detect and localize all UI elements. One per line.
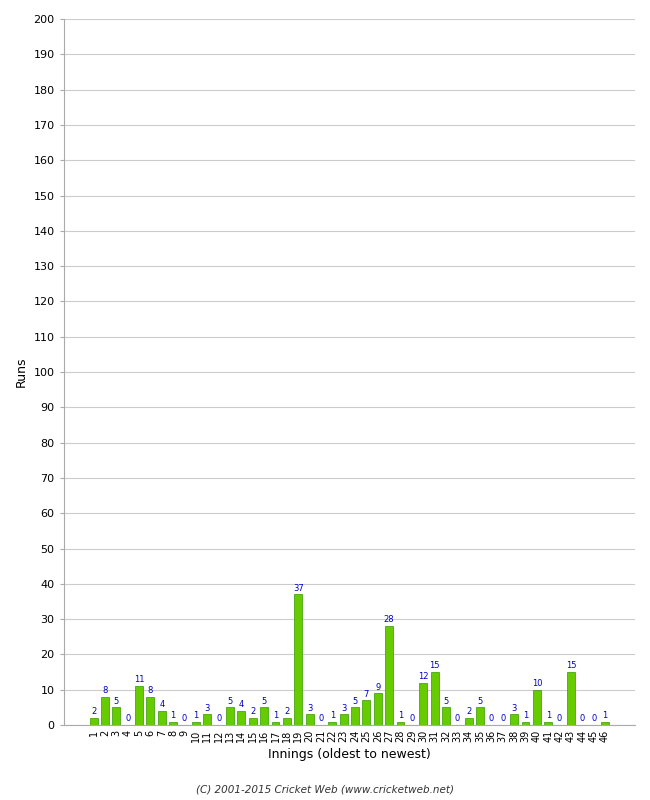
Bar <box>442 707 450 725</box>
Text: 0: 0 <box>182 714 187 723</box>
Text: 4: 4 <box>159 700 164 709</box>
Bar <box>192 722 200 725</box>
Bar <box>306 714 313 725</box>
Bar <box>396 722 404 725</box>
Text: 10: 10 <box>532 679 542 688</box>
Bar <box>90 718 97 725</box>
Text: 5: 5 <box>352 697 358 706</box>
Text: 4: 4 <box>239 700 244 709</box>
Bar <box>112 707 120 725</box>
Text: 2: 2 <box>91 707 96 716</box>
Text: 0: 0 <box>591 714 596 723</box>
Text: 1: 1 <box>523 710 528 720</box>
Bar <box>544 722 552 725</box>
Bar <box>385 626 393 725</box>
X-axis label: Innings (oldest to newest): Innings (oldest to newest) <box>268 748 431 761</box>
Bar <box>521 722 530 725</box>
Bar <box>146 697 155 725</box>
Text: 1: 1 <box>193 710 198 720</box>
Text: 1: 1 <box>273 710 278 720</box>
Text: 1: 1 <box>330 710 335 720</box>
Bar <box>328 722 336 725</box>
Text: 12: 12 <box>418 672 428 681</box>
Text: 5: 5 <box>443 697 448 706</box>
Bar <box>340 714 348 725</box>
Text: 37: 37 <box>293 584 304 593</box>
Bar <box>430 672 439 725</box>
Text: 7: 7 <box>364 690 369 698</box>
Text: 5: 5 <box>477 697 483 706</box>
Bar <box>533 690 541 725</box>
Bar <box>237 711 245 725</box>
Text: 11: 11 <box>134 675 144 685</box>
Bar <box>226 707 234 725</box>
Text: 0: 0 <box>580 714 585 723</box>
Text: 1: 1 <box>170 710 176 720</box>
Bar <box>203 714 211 725</box>
Text: 15: 15 <box>566 662 576 670</box>
Bar <box>363 700 370 725</box>
Bar <box>351 707 359 725</box>
Text: 2: 2 <box>466 707 471 716</box>
Bar <box>374 694 382 725</box>
Text: 0: 0 <box>125 714 131 723</box>
Bar <box>272 722 280 725</box>
Bar <box>101 697 109 725</box>
Bar <box>294 594 302 725</box>
Text: 2: 2 <box>250 707 255 716</box>
Bar <box>169 722 177 725</box>
Bar <box>249 718 257 725</box>
Bar <box>283 718 291 725</box>
Text: 5: 5 <box>114 697 119 706</box>
Text: 15: 15 <box>430 662 440 670</box>
Text: 0: 0 <box>318 714 324 723</box>
Text: 8: 8 <box>148 686 153 695</box>
Text: 0: 0 <box>557 714 562 723</box>
Text: 3: 3 <box>512 704 517 713</box>
Bar <box>158 711 166 725</box>
Text: 9: 9 <box>375 682 380 691</box>
Text: (C) 2001-2015 Cricket Web (www.cricketweb.net): (C) 2001-2015 Cricket Web (www.cricketwe… <box>196 784 454 794</box>
Text: 1: 1 <box>603 710 608 720</box>
Text: 5: 5 <box>261 697 266 706</box>
Text: 1: 1 <box>398 710 403 720</box>
Bar <box>476 707 484 725</box>
Text: 2: 2 <box>284 707 289 716</box>
Bar <box>601 722 609 725</box>
Text: 0: 0 <box>500 714 506 723</box>
Text: 3: 3 <box>341 704 346 713</box>
Text: 0: 0 <box>410 714 415 723</box>
Bar <box>419 682 427 725</box>
Text: 0: 0 <box>455 714 460 723</box>
Text: 1: 1 <box>545 710 551 720</box>
Bar <box>260 707 268 725</box>
Text: 5: 5 <box>227 697 233 706</box>
Text: 0: 0 <box>216 714 221 723</box>
Text: 8: 8 <box>102 686 108 695</box>
Bar <box>510 714 518 725</box>
Text: 0: 0 <box>489 714 494 723</box>
Text: 3: 3 <box>205 704 210 713</box>
Y-axis label: Runs: Runs <box>15 357 28 387</box>
Text: 28: 28 <box>384 615 395 625</box>
Bar <box>567 672 575 725</box>
Text: 3: 3 <box>307 704 312 713</box>
Bar <box>135 686 143 725</box>
Bar <box>465 718 473 725</box>
